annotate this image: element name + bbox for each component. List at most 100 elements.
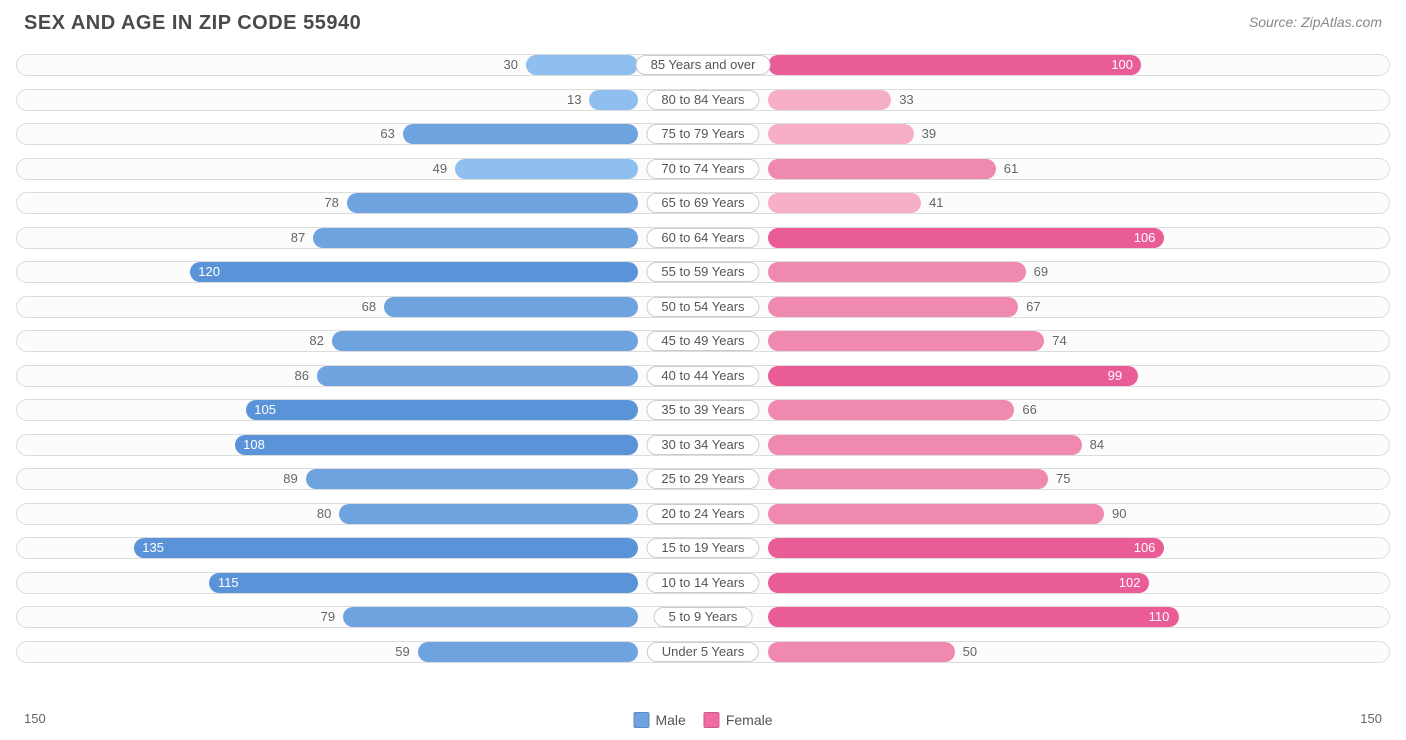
male-value: 49 — [433, 159, 447, 179]
chart-row: 869940 to 44 Years — [16, 359, 1390, 394]
female-value: 106 — [1134, 228, 1156, 248]
male-value: 68 — [362, 297, 376, 317]
chart-row: 13 33 80 to 84 Years — [16, 83, 1390, 118]
female-bar — [768, 124, 914, 144]
axis-max-left: 150 — [24, 711, 46, 726]
chart-row: 1056635 to 39 Years — [16, 393, 1390, 428]
male-bar — [339, 504, 638, 524]
female-bar — [768, 331, 1044, 351]
female-bar — [768, 435, 1082, 455]
chart-row: 82 74 45 to 49 Years — [16, 324, 1390, 359]
age-group-label: 80 to 84 Years — [646, 90, 759, 110]
female-bar — [768, 55, 1141, 75]
male-bar — [332, 331, 638, 351]
legend-female-label: Female — [726, 712, 773, 728]
chart-row: 791105 to 9 Years — [16, 600, 1390, 635]
age-group-label: 85 Years and over — [636, 55, 771, 75]
age-group-label: 15 to 19 Years — [646, 538, 759, 558]
chart-source: Source: ZipAtlas.com — [1249, 14, 1382, 30]
legend-item-male: Male — [633, 712, 685, 728]
legend: Male Female — [633, 712, 772, 728]
chart-row: 59 50 Under 5 Years — [16, 635, 1390, 670]
female-bar — [768, 573, 1149, 593]
legend-male-label: Male — [655, 712, 685, 728]
male-bar — [455, 159, 638, 179]
chart-row: 3010085 Years and over — [16, 48, 1390, 83]
female-bar — [768, 159, 996, 179]
female-value: 33 — [899, 90, 913, 110]
male-bar — [343, 607, 638, 627]
chart-row: 784165 to 69 Years — [16, 186, 1390, 221]
female-value: 90 — [1112, 504, 1126, 524]
male-bar — [403, 124, 638, 144]
female-value: 106 — [1134, 538, 1156, 558]
female-value: 61 — [1004, 159, 1018, 179]
male-value: 89 — [283, 469, 297, 489]
chart-row: 63 39 75 to 79 Years — [16, 117, 1390, 152]
female-value: 41 — [929, 193, 943, 213]
male-bar — [190, 262, 638, 282]
chart-row: 809020 to 24 Years — [16, 497, 1390, 532]
male-bar — [317, 366, 638, 386]
female-bar — [768, 262, 1026, 282]
age-group-label: 30 to 34 Years — [646, 435, 759, 455]
age-group-label: 5 to 9 Years — [654, 607, 753, 627]
male-bar — [589, 90, 638, 110]
axis-max-right: 150 — [1360, 711, 1382, 726]
female-value: 102 — [1119, 573, 1141, 593]
chart-row: 68 67 50 to 54 Years — [16, 290, 1390, 325]
female-bar — [768, 538, 1164, 558]
age-group-label: 70 to 74 Years — [646, 159, 759, 179]
female-value: 75 — [1056, 469, 1070, 489]
age-group-label: 55 to 59 Years — [646, 262, 759, 282]
male-value: 59 — [395, 642, 409, 662]
male-bar — [418, 642, 638, 662]
female-value: 99 — [1108, 366, 1122, 386]
chart-row: 1088430 to 34 Years — [16, 428, 1390, 463]
female-swatch-icon — [704, 712, 720, 728]
legend-item-female: Female — [704, 712, 773, 728]
age-group-label: 50 to 54 Years — [646, 297, 759, 317]
male-bar — [306, 469, 638, 489]
female-value: 67 — [1026, 297, 1040, 317]
female-bar — [768, 642, 955, 662]
male-bar — [347, 193, 638, 213]
male-value: 82 — [309, 331, 323, 351]
chart-row: 13510615 to 19 Years — [16, 531, 1390, 566]
female-bar — [768, 366, 1138, 386]
male-bar — [134, 538, 638, 558]
male-value: 105 — [254, 400, 276, 420]
age-group-label: 75 to 79 Years — [646, 124, 759, 144]
age-group-label: 10 to 14 Years — [646, 573, 759, 593]
male-bar — [235, 435, 638, 455]
chart-title: SEX AND AGE IN ZIP CODE 55940 — [24, 12, 361, 35]
female-value: 69 — [1034, 262, 1048, 282]
male-value: 108 — [243, 435, 265, 455]
chart-container: SEX AND AGE IN ZIP CODE 55940 Source: Zi… — [0, 0, 1406, 740]
age-group-label: Under 5 Years — [647, 642, 759, 662]
age-group-label: 45 to 49 Years — [646, 331, 759, 351]
female-value: 39 — [922, 124, 936, 144]
female-bar — [768, 297, 1018, 317]
chart-area: 3010085 Years and over133380 to 84 Years… — [16, 48, 1390, 700]
age-group-label: 25 to 29 Years — [646, 469, 759, 489]
chart-row: 8710660 to 64 Years — [16, 221, 1390, 256]
female-bar — [768, 400, 1014, 420]
chart-row: 1206955 to 59 Years — [16, 255, 1390, 290]
female-bar — [768, 193, 921, 213]
female-bar — [768, 228, 1164, 248]
chart-row: 89 75 25 to 29 Years — [16, 462, 1390, 497]
female-value: 74 — [1052, 331, 1066, 351]
female-value: 100 — [1111, 55, 1133, 75]
age-group-label: 35 to 39 Years — [646, 400, 759, 420]
male-value: 13 — [567, 90, 581, 110]
male-value: 87 — [291, 228, 305, 248]
male-value: 78 — [324, 193, 338, 213]
male-value: 115 — [218, 573, 239, 593]
female-value: 50 — [963, 642, 977, 662]
age-group-label: 40 to 44 Years — [646, 366, 759, 386]
female-value: 110 — [1149, 607, 1170, 627]
male-value: 63 — [380, 124, 394, 144]
chart-row: 49 61 70 to 74 Years — [16, 152, 1390, 187]
female-bar — [768, 469, 1048, 489]
